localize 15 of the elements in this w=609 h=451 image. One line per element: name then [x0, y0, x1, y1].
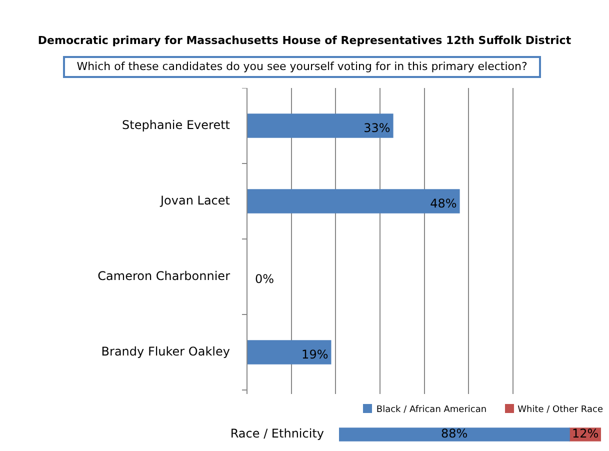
data-label: 19% — [302, 347, 328, 362]
legend-label: Black / African American — [375, 404, 487, 415]
y-tick-label: Stephanie Everett — [122, 118, 230, 132]
data-label: 12% — [572, 426, 599, 441]
y-tick-label: Jovan Lacet — [160, 193, 230, 208]
y-tick-label: Brandy Fluker Oakley — [101, 344, 230, 358]
data-label: 33% — [364, 120, 390, 135]
data-label: 48% — [430, 196, 457, 210]
y-tick-label: Race / Ethnicity — [230, 426, 324, 441]
data-label: 0% — [255, 272, 274, 286]
chart-title: Democratic primary for Massachusetts House of Representatives 12th Suffolk District — [36, 34, 572, 47]
data-label: 88% — [440, 426, 468, 441]
chart-subtitle: Which of these candidates do you see yourself voting for in this primary election? — [63, 56, 541, 78]
legend-label: White / Other Race — [516, 404, 603, 415]
y-tick-label: Cameron Charbonnier — [98, 268, 230, 283]
